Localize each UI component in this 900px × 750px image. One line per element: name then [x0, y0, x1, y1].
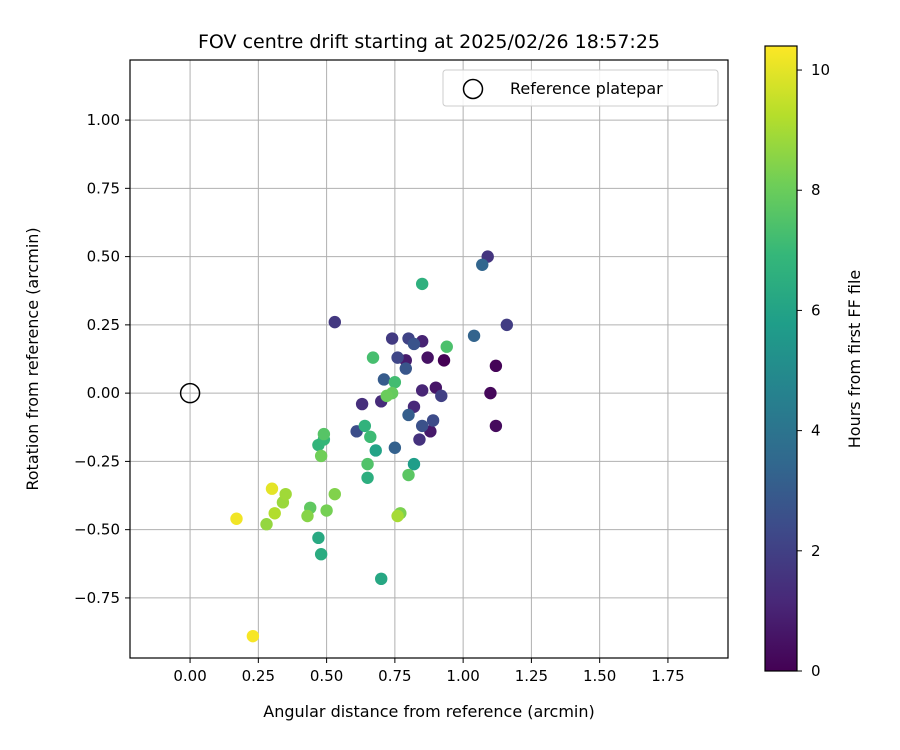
x-tick-label: 1.00 — [446, 667, 479, 685]
y-tick-label: −0.25 — [74, 452, 120, 470]
data-point — [328, 315, 341, 329]
data-point — [402, 468, 415, 482]
data-point — [268, 507, 281, 520]
data-point — [320, 504, 333, 517]
x-tick-label: 0.25 — [242, 667, 275, 685]
data-point — [385, 332, 399, 345]
legend-reference-marker — [462, 78, 484, 100]
data-point — [391, 351, 404, 364]
data-point — [467, 329, 481, 342]
data-point — [361, 457, 374, 471]
data-point — [415, 419, 429, 433]
data-point — [489, 359, 503, 373]
legend: Reference platepar — [442, 69, 719, 107]
y-tick-label: 0.25 — [87, 316, 120, 334]
legend-box — [442, 69, 719, 107]
scatter-points — [230, 250, 514, 643]
data-point — [314, 449, 328, 463]
data-point — [361, 471, 374, 484]
data-point — [484, 386, 497, 400]
data-point — [246, 629, 260, 643]
data-point — [388, 376, 402, 389]
x-tick-label: 0.75 — [378, 667, 411, 685]
data-point — [413, 433, 426, 446]
data-point — [377, 373, 391, 386]
colorbar-ticks: 0 2 4 6 8 10 — [797, 61, 830, 680]
data-point — [317, 427, 331, 441]
data-point — [500, 318, 514, 332]
x-tick-label: 0.00 — [173, 667, 206, 685]
y-tick-label: 0.50 — [87, 248, 120, 266]
data-point — [399, 362, 412, 375]
data-point — [388, 441, 402, 454]
data-point — [407, 457, 421, 471]
data-point — [314, 548, 328, 561]
data-point — [380, 389, 393, 403]
legend-entry-reference: Reference platepar — [510, 79, 663, 98]
colorbar-tick-label: 2 — [811, 542, 821, 560]
data-point — [260, 518, 273, 531]
y-tick-label: 0.00 — [87, 384, 120, 402]
data-point — [415, 277, 429, 291]
x-axis-ticks: 0.00 0.25 0.50 0.75 1.00 1.25 1.50 1.75 — [173, 658, 685, 685]
colorbar-frame — [764, 45, 798, 672]
colorbar: 0 2 4 6 8 10 Hours from first FF file — [764, 45, 864, 680]
y-tick-label: −0.75 — [74, 589, 120, 607]
colorbar-tick-label: 6 — [811, 301, 821, 319]
y-axis-ticks: −0.75 −0.50 −0.25 0.00 0.25 0.50 0.75 1.00 — [74, 111, 130, 607]
data-point — [440, 340, 453, 353]
x-axis-label: Angular distance from reference (arcmin) — [263, 702, 594, 721]
colorbar-tick-label: 0 — [811, 662, 821, 680]
data-point — [407, 337, 421, 351]
chart-title: FOV centre drift starting at 2025/02/26 … — [198, 31, 660, 53]
data-point — [312, 531, 325, 545]
data-point — [391, 509, 404, 523]
grid — [130, 60, 728, 658]
data-point — [489, 419, 503, 433]
data-point — [355, 397, 369, 411]
data-point — [358, 419, 372, 433]
data-point — [375, 572, 388, 586]
y-tick-label: 1.00 — [87, 111, 120, 129]
colorbar-label: Hours from first FF file — [845, 270, 864, 449]
data-point — [265, 482, 279, 495]
data-point — [328, 487, 341, 501]
plot-frame — [129, 59, 729, 659]
data-point — [364, 430, 377, 444]
x-tick-label: 0.50 — [310, 667, 343, 685]
data-point — [301, 509, 314, 523]
data-point — [402, 408, 415, 422]
y-axis-label: Rotation from reference (arcmin) — [23, 227, 42, 490]
data-point — [369, 444, 382, 457]
colorbar-tick-label: 4 — [811, 422, 821, 440]
data-point — [437, 354, 451, 367]
data-point — [435, 389, 448, 403]
reference-platepar-marker — [179, 382, 201, 404]
colorbar-tick-label: 10 — [811, 61, 830, 79]
data-point — [421, 351, 434, 364]
data-point — [426, 414, 440, 427]
y-tick-label: −0.50 — [74, 521, 120, 539]
data-point — [366, 351, 380, 364]
colorbar-gradient — [765, 46, 797, 671]
x-tick-label: 1.25 — [515, 667, 548, 685]
data-point — [230, 512, 243, 525]
data-point — [476, 258, 489, 271]
x-tick-label: 1.75 — [651, 667, 684, 685]
x-tick-label: 1.50 — [583, 667, 616, 685]
y-tick-label: 0.75 — [87, 179, 120, 197]
data-point — [415, 384, 429, 397]
colorbar-tick-label: 8 — [811, 181, 821, 199]
data-point — [279, 487, 292, 501]
